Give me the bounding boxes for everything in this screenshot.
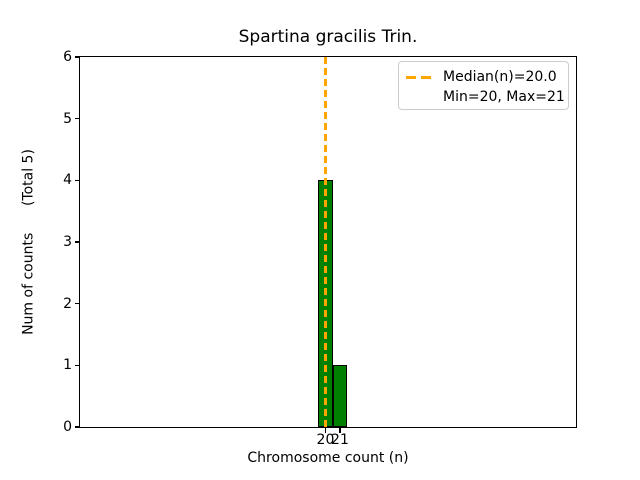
y-tick-label: 0 xyxy=(63,419,72,435)
legend-entry-minmax: Min=20, Max=21 xyxy=(399,87,568,107)
dashed-line-icon xyxy=(406,75,431,79)
legend: Median(n)=20.0 Min=20, Max=21 xyxy=(398,61,569,110)
y-axis-label: Num of counts (Total 5) xyxy=(20,149,37,335)
y-tick-mark xyxy=(74,56,79,58)
x-tick-mark xyxy=(339,428,341,433)
x-tick-mark xyxy=(324,428,327,433)
y-tick-label: 5 xyxy=(63,110,72,127)
legend-minmax-label: Min=20, Max=21 xyxy=(443,89,565,105)
legend-median-label: Median(n)=20.0 xyxy=(443,69,557,85)
y-tick-label: 4 xyxy=(63,172,72,189)
y-tick-mark xyxy=(74,303,79,305)
y-tick-label: 1 xyxy=(63,357,72,374)
legend-entry-median: Median(n)=20.0 xyxy=(399,67,568,87)
y-tick-mark xyxy=(74,426,79,428)
x-tick-label: 20 xyxy=(316,431,335,448)
y-tick-mark xyxy=(74,118,79,120)
y-tick-label: 2 xyxy=(63,295,72,312)
y-tick-label: 3 xyxy=(63,234,72,250)
chart-title: Spartina gracilis Trin. xyxy=(238,27,418,47)
y-tick-mark xyxy=(74,241,79,243)
x-axis-label: Chromosome count (n) xyxy=(247,450,409,466)
y-tick-mark xyxy=(74,179,79,181)
median-line xyxy=(323,57,327,427)
y-tick-mark xyxy=(74,364,79,366)
y-tick-label: 6 xyxy=(63,49,72,65)
x-tick-label: 21 xyxy=(331,431,349,448)
histogram-bar xyxy=(332,365,348,427)
